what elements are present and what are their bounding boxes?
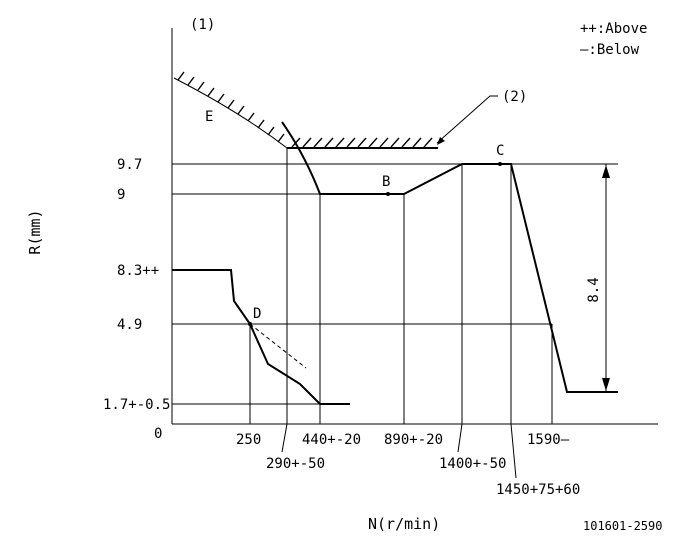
point-d bbox=[248, 322, 252, 326]
label-b: B bbox=[382, 174, 390, 190]
x-tick-290: 290+-50 bbox=[266, 456, 325, 472]
y-tick-1-7: 1.7+-0.5 bbox=[103, 397, 170, 413]
x-tick-1590: 1590— bbox=[527, 432, 570, 448]
leader-1450 bbox=[510, 423, 517, 479]
point-c bbox=[498, 162, 502, 166]
label-e: E bbox=[205, 109, 213, 125]
leader-290 bbox=[281, 423, 288, 453]
label-1: (1) bbox=[190, 17, 215, 33]
lower-curve-dashed bbox=[249, 323, 307, 369]
y-tick-8-3: 8.3++ bbox=[117, 263, 159, 279]
x-tick-890: 890+-20 bbox=[384, 432, 443, 448]
label-c: C bbox=[496, 143, 504, 159]
lower-curve bbox=[172, 269, 350, 405]
y-tick-9-7: 9.7 bbox=[117, 157, 142, 173]
x-tick-1450: 1450+75+60 bbox=[496, 482, 580, 498]
legend-below: —:Below bbox=[580, 42, 640, 58]
main-curve bbox=[281, 121, 618, 393]
leader-2 bbox=[436, 95, 498, 144]
dimension-value: 8.4 bbox=[586, 277, 602, 302]
label-d: D bbox=[253, 306, 261, 322]
leader-2-arrow bbox=[437, 137, 445, 145]
limit-curve-e-hatch bbox=[177, 71, 285, 143]
point-b bbox=[386, 192, 390, 196]
dimension-arrow-bottom bbox=[602, 378, 610, 391]
y-tick-0: 0 bbox=[154, 426, 162, 442]
x-tick-1400: 1400+-50 bbox=[439, 456, 506, 472]
y-tick-9: 9 bbox=[117, 187, 125, 203]
leader-1400 bbox=[457, 423, 463, 453]
y-axis-title: R(mm) bbox=[26, 209, 44, 254]
label-2: (2) bbox=[502, 89, 527, 105]
stop-line-2-hatch bbox=[291, 137, 433, 148]
x-tick-250: 250 bbox=[236, 432, 261, 448]
x-tick-440: 440+-20 bbox=[302, 432, 361, 448]
x-axis-title: N(r/min) bbox=[368, 515, 440, 533]
legend-above: ++:Above bbox=[580, 21, 647, 37]
dimension-arrow-top bbox=[602, 165, 610, 178]
y-tick-4-9: 4.9 bbox=[117, 317, 142, 333]
limit-curve-e bbox=[173, 77, 288, 149]
doc-number: 101601-2590 bbox=[583, 519, 662, 533]
